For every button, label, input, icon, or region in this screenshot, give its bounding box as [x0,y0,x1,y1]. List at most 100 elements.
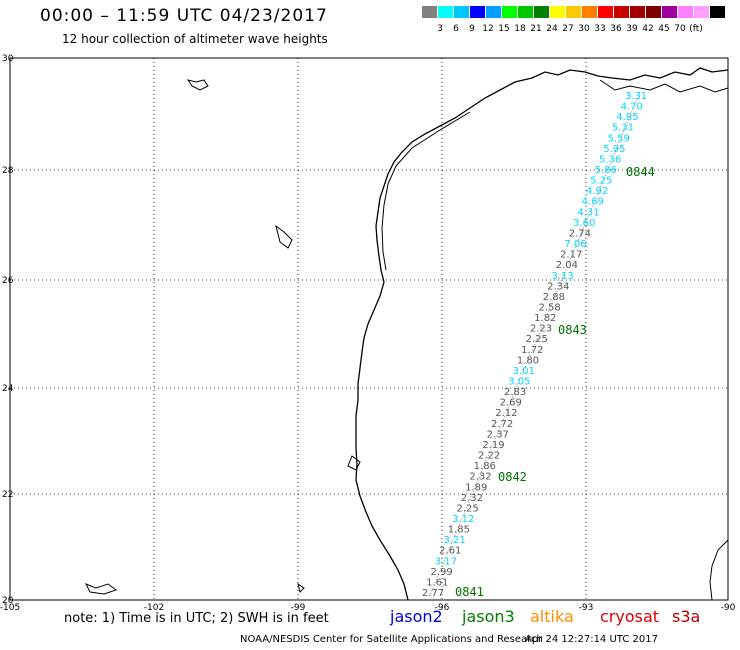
footer-note: note: 1) Time is in UTC; 2) SWH is in fe… [64,611,329,626]
credit-text: NOAA/NESDIS Center for Satellite Applica… [240,634,543,645]
legend-label: 42 [642,24,654,34]
latitude-label: 20 [2,596,14,606]
legend-label: (ft) [689,24,703,34]
longitude-label: -105 [0,603,20,613]
legend-label: 30 [578,24,590,34]
coastline-east [599,79,729,93]
longitude-label: -93 [579,603,594,613]
swh-value: 1.86 [474,461,496,472]
swh-value: 5.95 [603,144,625,155]
swh-value: 4.31 [577,207,599,218]
swh-value: 2.74 [569,229,591,240]
satellite-name: altika [530,607,574,626]
legend-swatch [518,6,533,18]
barrier-island [381,111,471,271]
legend-label: 39 [626,24,638,34]
swh-value: 1.82 [534,313,556,324]
swh-value: 3.01 [513,366,535,377]
swh-value: 2.58 [538,303,560,314]
legend-label: 70 [674,24,686,34]
legend-swatch [598,6,613,18]
legend-swatch [502,6,517,18]
swh-value: 2.25 [526,334,548,345]
swh-value: 3.60 [573,218,595,229]
legend-swatch [614,6,629,18]
swh-value: 7.06 [564,239,586,250]
legend-label: 9 [469,24,475,34]
satellite-name: s3a [672,607,701,626]
swh-value: 4.70 [621,102,643,113]
legend-swatch [662,6,677,18]
pass-label: 0843 [558,323,587,337]
legend-label: 18 [514,24,526,34]
legend-label: 12 [482,24,494,34]
swh-value: 2.12 [495,408,517,419]
swh-value: 1.61 [426,577,448,588]
legend-swatch [582,6,597,18]
page-subtitle: 12 hour collection of altimeter wave hei… [62,32,328,46]
lakes [84,79,361,595]
satellite-name: jason3 [462,607,515,626]
satellite-name: cryosat [600,607,660,626]
swh-value: 2.99 [430,567,452,578]
legend-swatch [454,6,469,18]
satellite-name: jason2 [390,607,443,626]
swh-value: 5.31 [612,123,634,134]
latitude-label: 28 [2,166,14,176]
longitude-label: -96 [435,603,450,613]
swh-value: 2.19 [482,440,504,451]
swh-value: 4.85 [616,112,638,123]
swh-value: 2.61 [439,546,461,557]
legend-label: 6 [453,24,459,34]
legend-swatch [678,6,693,18]
swh-value: 4.92 [586,186,608,197]
swh-value: 2.32 [461,493,483,504]
timestamp: Apr 24 12:27:14 UTC 2017 [525,634,658,645]
swh-value: 2.25 [456,503,478,514]
latitude-label: 30 [2,54,14,64]
legend-swatch [694,6,709,18]
legend-label: 21 [530,24,542,34]
swh-value: 2.69 [500,398,522,409]
swh-value: 2.77 [422,588,444,599]
longitude-label: -90 [721,603,736,613]
legend-label: 27 [562,24,574,34]
swh-value: 3.13 [551,271,573,282]
satellite-track [429,91,641,596]
pass-labels: 0844 0843 0842 0841 [455,165,655,599]
swh-value: 2.34 [547,281,569,292]
swh-value: 5.59 [608,133,630,144]
swh-value: 2.88 [543,292,565,303]
coastline-southeast [709,539,729,601]
legend-swatch [486,6,501,18]
legend-swatch [438,6,453,18]
swh-value: 3.21 [443,535,465,546]
swh-value: 1.72 [521,345,543,356]
swh-value: 5.36 [599,154,621,165]
swh-value: 2.83 [504,387,526,398]
coastline-texas [355,67,729,601]
legend-swatch [534,6,549,18]
legend-swatch [710,6,725,18]
swh-value: 1.80 [517,355,539,366]
latitude-label: 26 [2,276,14,286]
pass-label: 0844 [626,165,655,179]
swh-value: 4.69 [582,197,604,208]
swh-value: 3.05 [508,377,530,388]
legend-label: 45 [658,24,670,34]
swh-value: 2.23 [530,324,552,335]
legend-label: 15 [498,24,510,34]
legend-swatch [470,6,485,18]
legend-swatch [630,6,645,18]
pass-label: 0842 [498,470,527,484]
legend-swatch [646,6,661,18]
legend-label: 36 [610,24,622,34]
legend-label: 3 [437,24,443,34]
legend-swatch [422,6,437,18]
swh-value: 2.17 [560,250,582,261]
swh-value: 2.32 [469,472,491,483]
swh-values: 3.314.704.855.315.595.955.365.865.254.92… [422,91,647,599]
swh-value: 1.85 [448,525,470,536]
legend-swatch [566,6,581,18]
